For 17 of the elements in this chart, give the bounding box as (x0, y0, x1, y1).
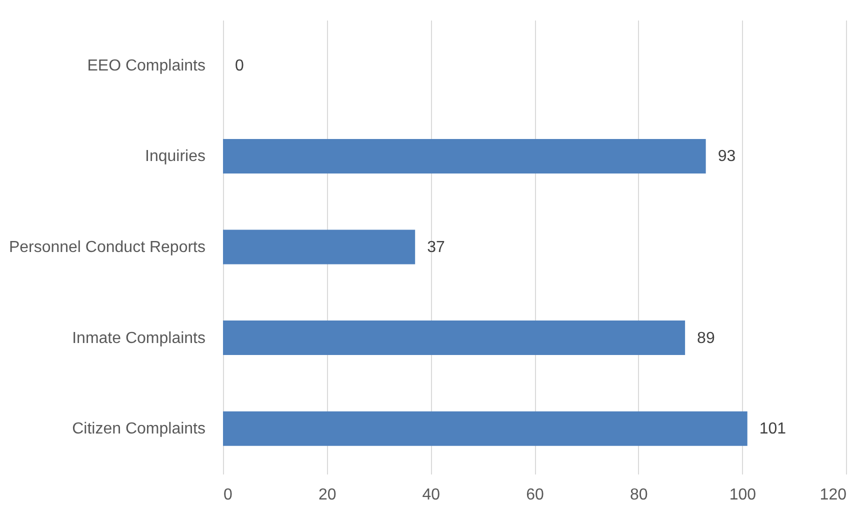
y-tick-label: Personnel Conduct Reports (8, 239, 206, 256)
x-tick-label: 120 (820, 486, 847, 504)
x-tick-label: 80 (630, 486, 648, 504)
y-tick-label: Citizen Complaints (72, 420, 206, 438)
x-tick-label: 20 (318, 486, 336, 504)
x-tick-label: 100 (729, 486, 756, 504)
y-tick-label: Inquiries (145, 148, 206, 166)
y-tick-label: Inmate Complaints (72, 330, 206, 347)
x-tick-label: 0 (224, 486, 232, 504)
data-label: 37 (427, 239, 445, 256)
x-tick-label: 40 (422, 486, 440, 504)
data-label: 101 (759, 420, 786, 438)
x-tick-label: 60 (526, 486, 544, 504)
y-tick-label: EEO Complaints (87, 57, 206, 74)
data-label: 93 (718, 148, 736, 166)
data-label: 0 (235, 57, 244, 74)
data-label: 89 (697, 330, 715, 347)
